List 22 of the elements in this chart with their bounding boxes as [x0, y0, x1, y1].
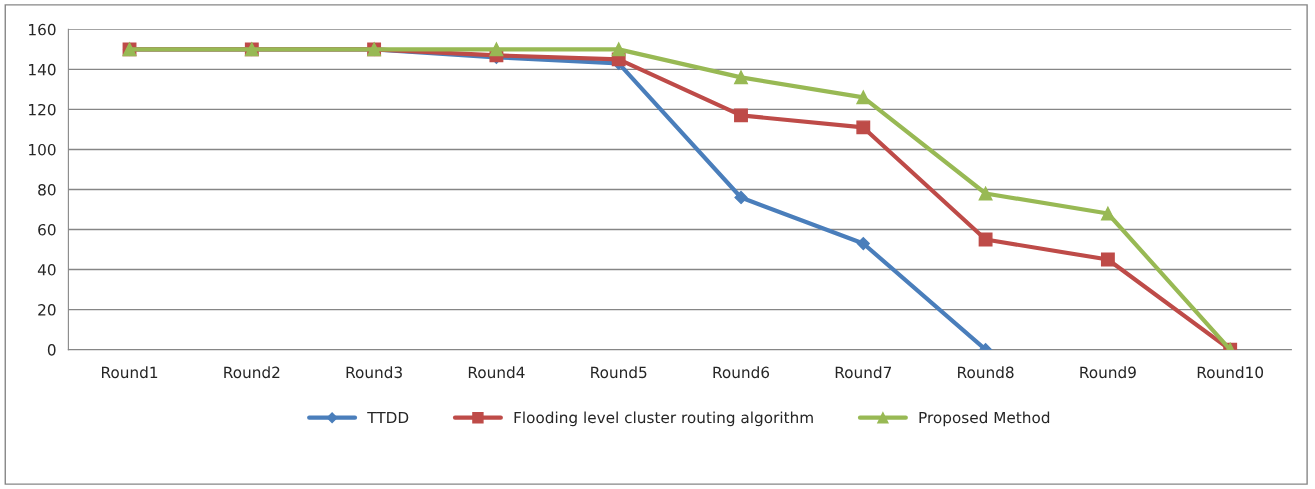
x-tick-label: Round10 — [1197, 366, 1264, 379]
y-tick-label: 60 — [38, 223, 56, 236]
y-tick-label: 0 — [47, 344, 56, 356]
y-tick-label: 140 — [29, 63, 56, 76]
y-tick-label: 120 — [29, 103, 56, 116]
y-tick-label: 20 — [38, 304, 56, 316]
legend-label: Proposed Method — [919, 411, 1050, 427]
y-tick-label: 100 — [29, 143, 56, 156]
x-tick-label: Round4 — [468, 366, 525, 379]
y-tick-label: 80 — [38, 183, 56, 196]
x-tick-label: Round9 — [1080, 366, 1136, 379]
x-tick-label: Round7 — [835, 366, 892, 379]
y-tick-label: 40 — [37, 264, 56, 276]
x-tick-label: Round5 — [591, 366, 647, 379]
x-tick-label: Round6 — [713, 366, 770, 379]
y-tick-label: 160 — [29, 23, 56, 36]
x-tick-label: Round2 — [224, 366, 280, 379]
x-tick-label: Round3 — [346, 366, 402, 379]
x-tick-label: Round1 — [102, 366, 158, 379]
legend-label: TTDD — [367, 411, 409, 424]
x-tick-label: Round8 — [958, 366, 1014, 379]
legend-label: Flooding level cluster routing algorithm — [514, 411, 813, 427]
